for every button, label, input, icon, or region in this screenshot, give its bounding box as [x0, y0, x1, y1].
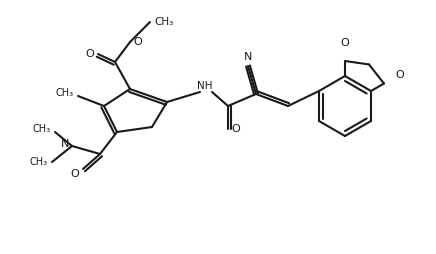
Text: CH₃: CH₃ — [154, 17, 174, 27]
Text: N: N — [61, 139, 69, 149]
Text: O: O — [395, 70, 404, 80]
Text: O: O — [232, 124, 240, 134]
Text: CH₃: CH₃ — [30, 157, 48, 167]
Text: CH₃: CH₃ — [33, 124, 51, 134]
Text: O: O — [133, 37, 143, 47]
Text: O: O — [71, 169, 79, 179]
Text: CH₃: CH₃ — [56, 88, 74, 98]
Text: NH: NH — [197, 81, 213, 91]
Text: N: N — [244, 52, 252, 62]
Text: O: O — [341, 38, 349, 48]
Text: O: O — [85, 49, 94, 59]
